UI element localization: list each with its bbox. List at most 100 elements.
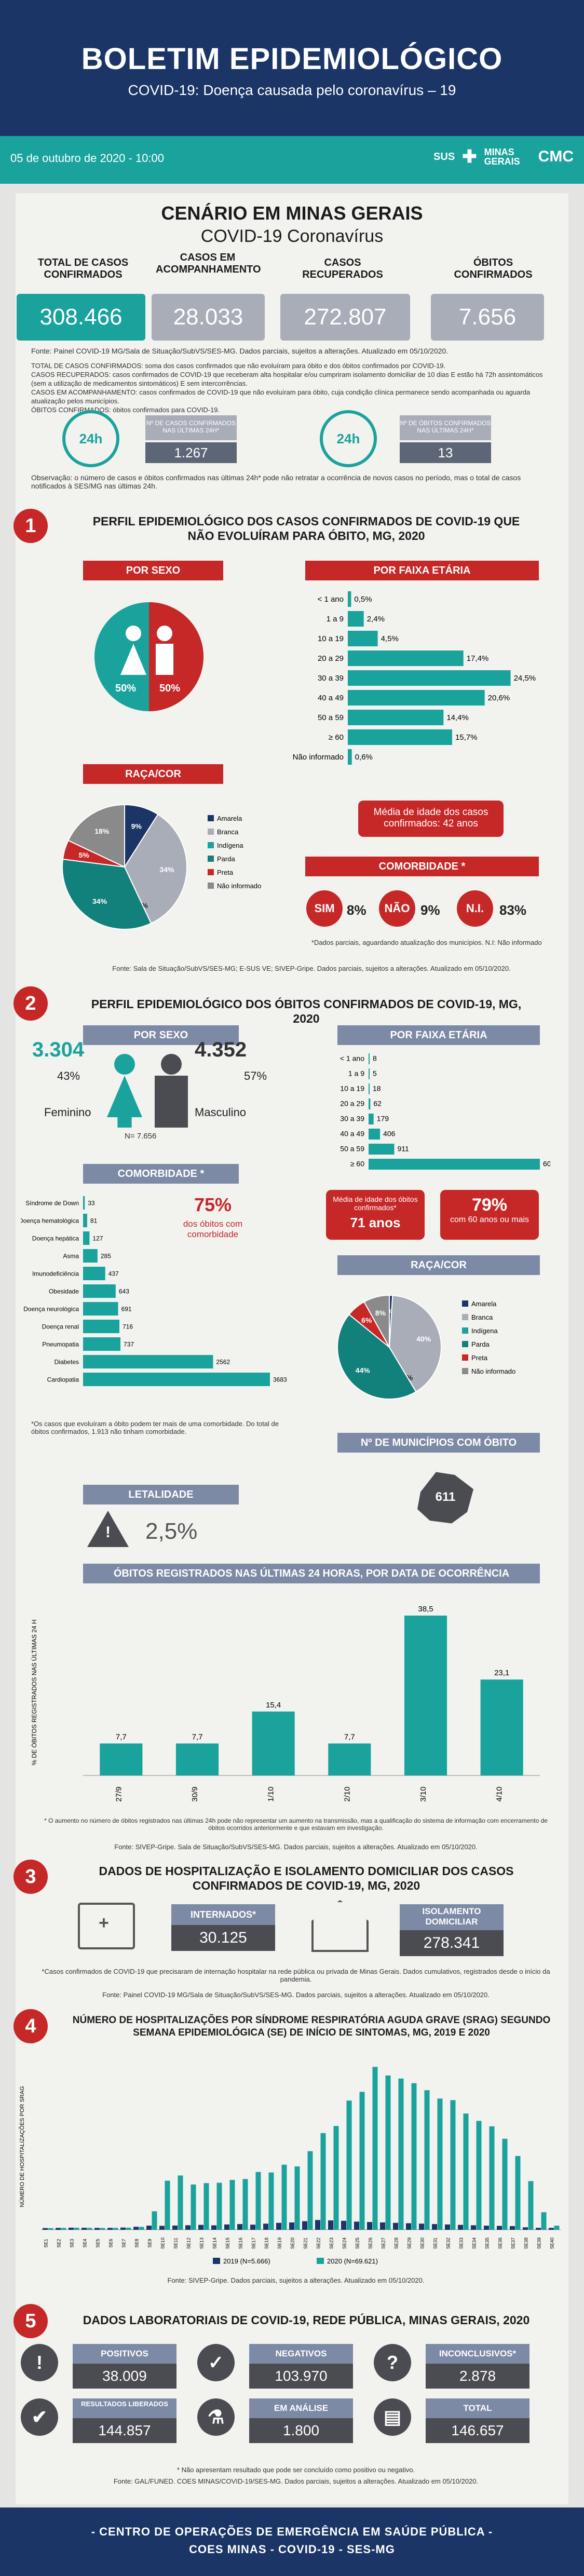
s2-comorb-pct: 75% [194,1194,232,1215]
definition: ÓBITOS CONFIRMADOS: óbitos confirmados p… [31,406,220,414]
bar [268,2172,274,2230]
s1-race-chart: 9%34%0%34%5%18%AmarelaBrancaIndígenaPard… [62,804,261,930]
bar [367,2222,372,2230]
bar [458,2225,463,2230]
sus-logo: SUS [433,151,455,162]
bar [229,2180,235,2230]
bar [411,2083,417,2230]
bar-category-label: 27/9 [114,1786,123,1801]
legend-swatch [462,1341,468,1347]
bar [252,1711,295,1775]
clock-24h-icon: 24h [320,410,377,467]
bar [74,2228,79,2230]
bar [541,2212,547,2230]
bar-category-label: SE26 [368,2238,373,2249]
s2-sex-band: POR SEXO [83,1025,239,1045]
comorb-no-icon: NÃO [379,890,415,927]
bar [450,2100,456,2230]
bar [281,2164,287,2230]
lab-value: 103.970 [249,2364,353,2389]
y-axis-label: % DE ÓBITOS REGISTRADOS NAS ÚLTIMAS 24 H [30,1620,38,1766]
bar-category-label: < 1 ano [340,1054,364,1062]
s2-comorb-band: COMORBIDADE * [83,1164,239,1184]
bar-category-label: 30 a 39 [340,1114,364,1122]
bar [237,2224,242,2230]
bar [354,2221,359,2230]
footer-line2: COES MINAS - COVID-19 - SES-MG [189,2543,395,2556]
bar [203,2183,209,2230]
legend-label: Não informado [471,1367,515,1375]
bar-category-label: SE8 [134,2239,139,2247]
bar-category-label: Obesidade [49,1287,79,1295]
bar [83,1337,121,1351]
bar-category-label: Doença renal [42,1323,79,1330]
pie-label: 5% [79,851,90,859]
scenario-note: Observação: o número de casos e óbitos c… [31,473,521,490]
bar [43,2228,48,2230]
bar [404,1616,447,1775]
bar [348,670,511,686]
male-body [156,644,173,675]
bar-value-label: 0,5% [354,595,372,604]
clipboard-icon: ✔ [21,2398,58,2436]
pie-slice [337,1313,417,1400]
lab-value: 38.009 [73,2364,176,2389]
legend-swatch [208,883,214,889]
kpi-label: CASOS EM ACOMPANHAMENTO [156,252,261,275]
bar [497,2226,502,2230]
bar [61,2228,66,2230]
bar-category-label: SE12 [186,2238,191,2249]
logos: SUS ✚ MINAS GERAIS CMC [433,146,574,167]
s2-race-band: RAÇA/COR [337,1255,540,1275]
bar [83,1196,85,1210]
legend-swatch [208,815,214,821]
bar-category-label: 10 a 19 [318,634,344,643]
s2-age-band: POR FAIXA ETÁRIA [337,1025,540,1045]
bar-category-label: SE35 [484,2238,490,2249]
bar-category-label: SE2 [56,2239,61,2247]
bar [341,2220,346,2230]
bar [445,2224,450,2230]
pie-label: 9% [131,822,142,831]
bar-category-label: SE9 [147,2239,152,2247]
lab-label: RESULTADOS LIBERADOS [73,2398,176,2418]
s1-race-band: RAÇA/COR [83,764,223,784]
bar [536,2228,541,2230]
bar [276,2222,281,2230]
section-number: 4 [13,2009,48,2043]
bar-category-label: Diabetes [55,1358,79,1365]
legend-label: Branca [471,1313,493,1321]
bar-category-label: SE18 [264,2238,269,2249]
bar-category-label: 2/10 [343,1786,351,1801]
bar [107,2228,113,2230]
kpi-followup: 28.033 [152,294,265,341]
pie-label: 6% [361,1316,372,1324]
bar [307,2151,313,2230]
bar [100,2228,105,2230]
bar [224,2224,229,2230]
bar-category-label: SE37 [510,2238,515,2249]
bar-category-label: SE21 [303,2238,308,2249]
s2-mean-age-value: 71 anos [350,1215,401,1230]
legend-label: Amarela [471,1300,497,1308]
bar [159,2226,165,2230]
bar [83,1267,105,1280]
bar-category-label: 50 a 59 [340,1144,364,1153]
bar [172,2225,178,2230]
bar-value-label: 4,5% [381,634,399,643]
section-number: 3 [13,1860,48,1894]
bar-value-label: 15,4 [266,1701,281,1710]
bar [348,749,352,765]
bar [484,2226,489,2230]
bar [369,1099,371,1109]
bar-category-label: SE30 [419,2238,425,2249]
bar [369,1068,370,1079]
pie-label: 34% [159,865,174,874]
kpi-label: ÓBITOS CONFIRMADOS [454,257,533,280]
bar-category-label: SE16 [238,2238,243,2249]
s2-let-value: 2,5% [145,1519,198,1544]
bar [133,2227,139,2230]
bar [333,2126,339,2230]
bar-value-label: 285 [101,1252,111,1259]
lab-value: 146.657 [426,2418,529,2443]
